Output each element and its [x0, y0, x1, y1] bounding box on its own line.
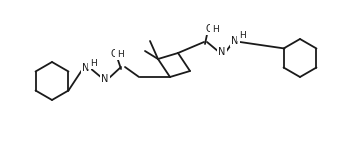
Text: O: O [205, 24, 213, 34]
Text: H: H [239, 30, 245, 39]
Text: H: H [90, 58, 97, 67]
Text: O: O [110, 49, 118, 59]
Text: N: N [231, 36, 239, 46]
Text: H: H [117, 50, 123, 58]
Text: N: N [101, 74, 109, 84]
Text: N: N [218, 47, 226, 57]
Text: N: N [82, 63, 90, 73]
Text: H: H [212, 24, 218, 34]
